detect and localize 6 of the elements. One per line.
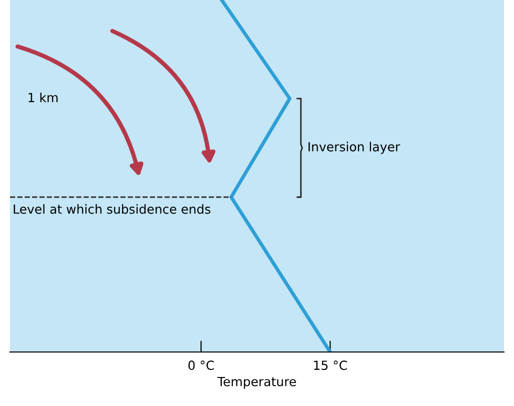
- x-tick-label: 0 °C: [188, 360, 214, 370]
- ref-line-label: Level at which subsidence ends: [14, 204, 210, 214]
- x-axis-title: Temperature: [217, 376, 296, 389]
- annotation: 1 km: [28, 92, 58, 102]
- x-tick-label: 15 °C: [314, 360, 347, 370]
- annotation: Inversion layer: [308, 142, 400, 154]
